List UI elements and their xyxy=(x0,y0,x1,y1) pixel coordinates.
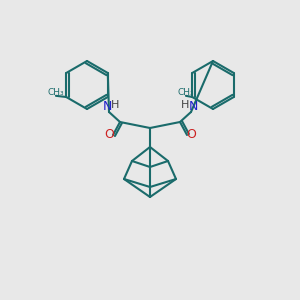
Text: H: H xyxy=(181,100,189,110)
Text: N: N xyxy=(188,100,198,113)
Text: O: O xyxy=(104,128,114,142)
Text: CH₃: CH₃ xyxy=(178,88,194,97)
Text: N: N xyxy=(102,100,112,113)
Text: H: H xyxy=(111,100,119,110)
Text: CH₃: CH₃ xyxy=(48,88,64,97)
Text: O: O xyxy=(186,128,196,142)
